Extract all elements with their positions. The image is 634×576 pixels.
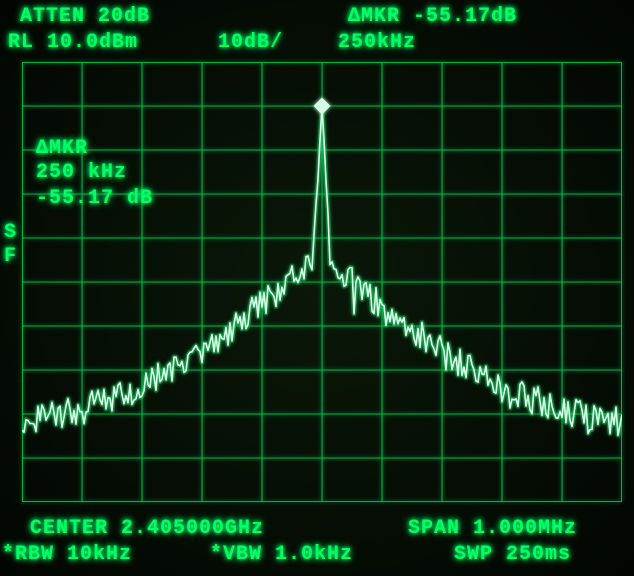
graticule xyxy=(22,62,622,502)
spectrum-analyzer-screen: ATTEN 20dB ΔMKR -55.17dB RL 10.0dBm 10dB… xyxy=(0,0,634,576)
ref-level-readout: RL 10.0dBm xyxy=(8,32,138,54)
delta-marker-readout: ΔMKR -55.17dB xyxy=(348,6,517,28)
vbw-readout: *VBW 1.0kHz xyxy=(210,544,353,566)
marker-box-ampl: -55.17 dB xyxy=(36,188,153,210)
rbw-readout: *RBW 10kHz xyxy=(2,544,132,566)
flag-f: F xyxy=(4,246,17,268)
center-freq-readout: CENTER 2.405000GHz xyxy=(30,518,264,540)
marker-box-freq: 250 kHz xyxy=(36,162,127,184)
sweep-readout: SWP 250ms xyxy=(454,544,571,566)
marker-box-label: ΔMKR xyxy=(36,138,88,160)
scale-readout: 10dB/ xyxy=(218,32,283,54)
atten-readout: ATTEN 20dB xyxy=(20,6,150,28)
span-header-readout: 250kHz xyxy=(338,32,416,54)
span-readout: SPAN 1.000MHz xyxy=(408,518,577,540)
flag-s: S xyxy=(4,222,17,244)
